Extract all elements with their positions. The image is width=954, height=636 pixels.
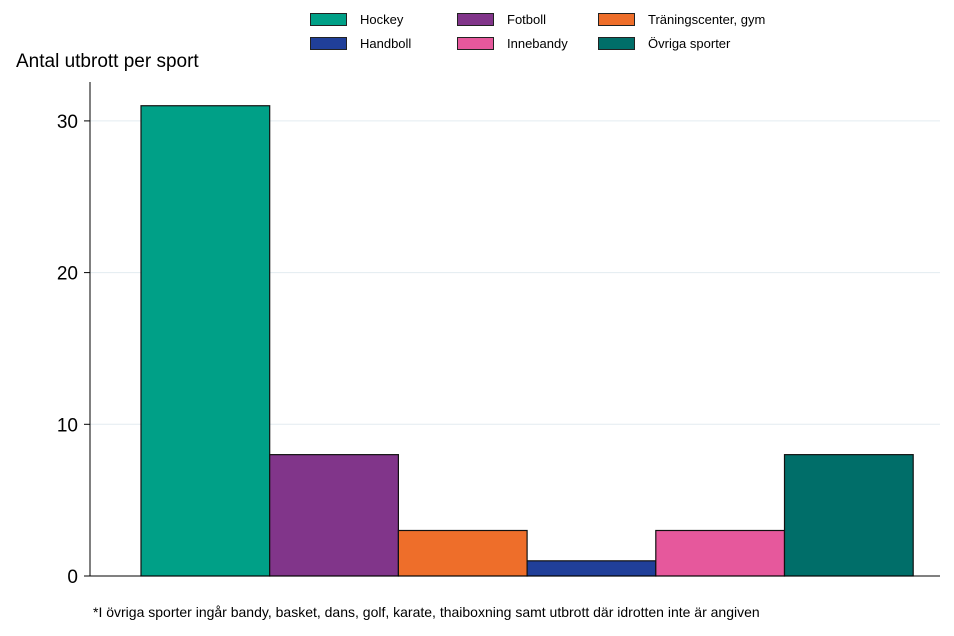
y-tick-label-30: 30 <box>57 112 78 133</box>
legend-swatch <box>310 13 347 26</box>
legend-swatch <box>457 13 494 26</box>
legend-item: Fotboll <box>457 12 546 27</box>
legend-item: Hockey <box>310 12 403 27</box>
legend-item: Övriga sporter <box>598 36 730 51</box>
y-tick-label-20: 20 <box>57 264 78 285</box>
legend-item: Träningscenter, gym <box>598 12 765 27</box>
legend-swatch <box>310 37 347 50</box>
y-tick-label-10: 10 <box>57 415 78 436</box>
bar-träningscenter-gym <box>397 529 528 577</box>
bar-övriga-sporter <box>783 454 914 577</box>
y-tick-label-0: 0 <box>67 567 78 588</box>
bar-innebandy <box>655 529 786 577</box>
bar-handboll <box>526 560 657 577</box>
legend-label: Hockey <box>360 12 404 27</box>
bars <box>140 105 914 577</box>
legend-label: Innebandy <box>507 36 568 51</box>
legend-label: Handboll <box>360 36 412 51</box>
legend-item: Innebandy <box>457 36 568 51</box>
bar-fotboll <box>269 454 400 577</box>
legend-swatch <box>598 37 635 50</box>
y-axis-title: Antal utbrott per sport <box>16 51 199 72</box>
legend-label: Övriga sporter <box>648 36 731 51</box>
footnote: *I övriga sporter ingår bandy, basket, d… <box>93 604 760 620</box>
y-axis: 0 10 20 30 <box>57 82 940 588</box>
legend-swatch <box>457 37 494 50</box>
legend-label: Fotboll <box>507 12 547 27</box>
legend-item: Handboll <box>310 36 411 51</box>
bar-hockey <box>140 105 271 577</box>
legend-label: Träningscenter, gym <box>648 12 766 27</box>
legend-swatch <box>598 13 635 26</box>
